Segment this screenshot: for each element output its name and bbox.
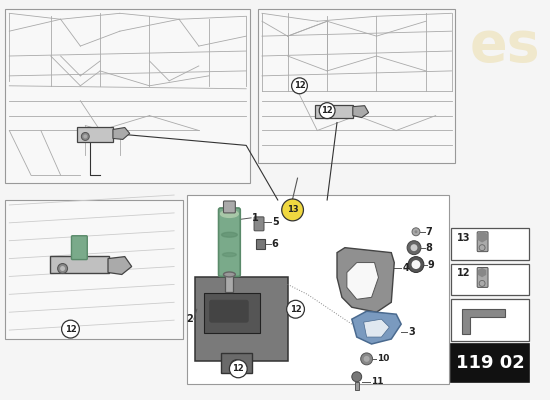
Text: 6: 6 <box>272 239 279 249</box>
FancyBboxPatch shape <box>187 195 449 384</box>
Text: 3: 3 <box>408 327 415 337</box>
FancyBboxPatch shape <box>256 239 266 249</box>
Text: a passion for parts since 1985: a passion for parts since 1985 <box>228 237 387 342</box>
Circle shape <box>233 363 239 369</box>
FancyBboxPatch shape <box>477 268 488 287</box>
FancyBboxPatch shape <box>355 382 359 390</box>
FancyBboxPatch shape <box>477 232 488 252</box>
Text: 12: 12 <box>290 305 301 314</box>
Circle shape <box>230 360 242 372</box>
Text: 119 02: 119 02 <box>455 354 524 372</box>
Text: 12: 12 <box>321 106 333 115</box>
FancyBboxPatch shape <box>258 9 455 163</box>
FancyBboxPatch shape <box>450 344 530 382</box>
Text: 9: 9 <box>428 260 435 270</box>
Circle shape <box>292 78 307 94</box>
Circle shape <box>352 372 362 382</box>
Text: 11: 11 <box>371 377 383 386</box>
FancyBboxPatch shape <box>204 293 260 333</box>
FancyBboxPatch shape <box>450 228 530 260</box>
Circle shape <box>323 112 327 116</box>
Circle shape <box>62 320 79 338</box>
Text: 12: 12 <box>294 81 305 90</box>
Text: 13: 13 <box>456 233 470 243</box>
Circle shape <box>364 356 370 362</box>
Circle shape <box>319 103 335 118</box>
FancyBboxPatch shape <box>72 236 87 260</box>
Text: 5: 5 <box>272 217 279 227</box>
Polygon shape <box>347 262 378 299</box>
Polygon shape <box>463 309 505 334</box>
Polygon shape <box>353 106 368 118</box>
Circle shape <box>479 245 485 251</box>
Polygon shape <box>108 257 131 274</box>
Text: 2: 2 <box>186 314 193 324</box>
Circle shape <box>408 257 424 272</box>
FancyBboxPatch shape <box>221 353 252 373</box>
Ellipse shape <box>223 272 235 277</box>
Text: 13: 13 <box>287 206 299 214</box>
Circle shape <box>412 228 420 236</box>
FancyBboxPatch shape <box>450 264 530 295</box>
Circle shape <box>60 266 65 271</box>
Circle shape <box>411 260 420 269</box>
Circle shape <box>83 134 87 138</box>
Circle shape <box>58 264 68 274</box>
Text: 12: 12 <box>456 268 470 278</box>
FancyBboxPatch shape <box>223 201 235 213</box>
FancyBboxPatch shape <box>50 256 109 274</box>
Circle shape <box>287 300 305 318</box>
Ellipse shape <box>221 210 238 217</box>
Circle shape <box>415 230 417 233</box>
FancyBboxPatch shape <box>450 299 530 341</box>
Polygon shape <box>113 128 130 140</box>
Ellipse shape <box>222 232 237 237</box>
Polygon shape <box>364 319 389 337</box>
Text: 4: 4 <box>402 262 409 272</box>
Circle shape <box>479 280 485 286</box>
Text: 12: 12 <box>233 364 244 373</box>
Ellipse shape <box>223 253 236 257</box>
Circle shape <box>282 199 304 221</box>
Polygon shape <box>337 248 394 312</box>
Circle shape <box>81 132 89 140</box>
Text: 7: 7 <box>426 227 433 237</box>
Text: 1: 1 <box>252 213 259 223</box>
Text: es: es <box>470 19 540 73</box>
Polygon shape <box>352 311 401 344</box>
Text: 12: 12 <box>64 324 76 334</box>
Circle shape <box>407 241 421 255</box>
FancyBboxPatch shape <box>210 300 248 322</box>
FancyBboxPatch shape <box>6 200 183 339</box>
FancyBboxPatch shape <box>226 274 233 292</box>
Circle shape <box>229 360 247 378</box>
FancyBboxPatch shape <box>218 208 240 276</box>
Circle shape <box>410 244 417 251</box>
FancyBboxPatch shape <box>315 105 353 118</box>
Text: 10: 10 <box>377 354 390 363</box>
FancyBboxPatch shape <box>254 217 264 231</box>
FancyBboxPatch shape <box>6 9 250 183</box>
FancyBboxPatch shape <box>77 127 113 142</box>
Circle shape <box>321 110 329 118</box>
FancyBboxPatch shape <box>195 278 288 361</box>
Circle shape <box>361 353 372 365</box>
Text: 8: 8 <box>426 243 433 253</box>
